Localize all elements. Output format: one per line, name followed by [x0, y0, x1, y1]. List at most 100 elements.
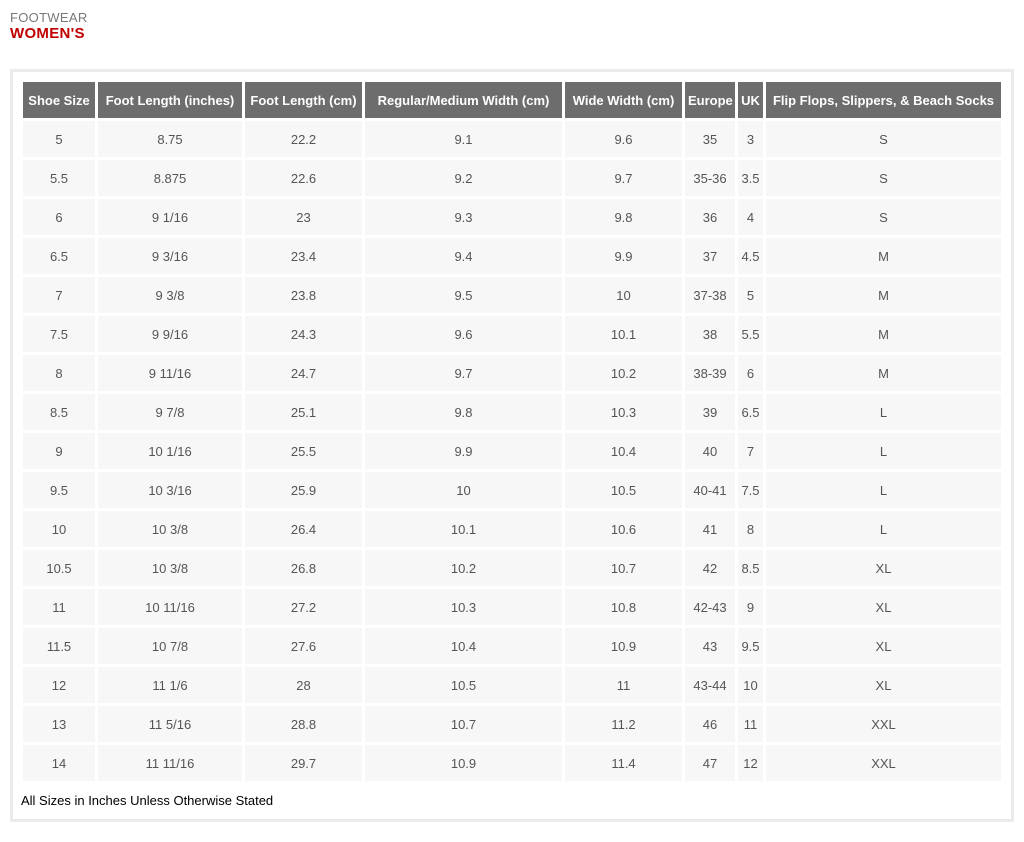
table-cell: 10.8	[565, 589, 682, 625]
table-cell: 10.5	[23, 550, 95, 586]
table-cell: 10	[23, 511, 95, 547]
table-row: 10 10 3/8 26.4 10.1 10.6 41 8 L	[23, 511, 1001, 547]
table-cell: XL	[766, 628, 1001, 664]
table-cell: 22.6	[245, 160, 362, 196]
table-cell: 23.4	[245, 238, 362, 274]
table-cell: 38-39	[685, 355, 735, 391]
column-header: Foot Length (cm)	[245, 82, 362, 118]
column-header: Regular/Medium Width (cm)	[365, 82, 562, 118]
table-cell: 6.5	[23, 238, 95, 274]
table-cell: 9.1	[365, 121, 562, 157]
table-cell: 35	[685, 121, 735, 157]
table-cell: XXL	[766, 706, 1001, 742]
table-cell: 23.8	[245, 277, 362, 313]
table-cell: 6.5	[738, 394, 763, 430]
table-row: 6.5 9 3/16 23.4 9.4 9.9 37 4.5 M	[23, 238, 1001, 274]
table-cell: 7	[23, 277, 95, 313]
table-cell: 9.6	[565, 121, 682, 157]
table-cell: 9 7/8	[98, 394, 242, 430]
table-cell: 10 7/8	[98, 628, 242, 664]
table-cell: 11 5/16	[98, 706, 242, 742]
table-cell: 9.7	[365, 355, 562, 391]
table-cell: 10.3	[565, 394, 682, 430]
table-cell: 11 11/16	[98, 745, 242, 781]
table-cell: 9 9/16	[98, 316, 242, 352]
table-cell: 9	[23, 433, 95, 469]
table-row: 14 11 11/16 29.7 10.9 11.4 47 12 XXL	[23, 745, 1001, 781]
table-cell: 25.9	[245, 472, 362, 508]
table-cell: 9.5	[738, 628, 763, 664]
table-cell: 36	[685, 199, 735, 235]
table-cell: 11.5	[23, 628, 95, 664]
column-header: Wide Width (cm)	[565, 82, 682, 118]
table-cell: M	[766, 355, 1001, 391]
table-cell: 43	[685, 628, 735, 664]
table-cell: 10.5	[565, 472, 682, 508]
table-cell: 8.875	[98, 160, 242, 196]
table-cell: 9.5	[23, 472, 95, 508]
table-cell: 10.6	[565, 511, 682, 547]
table-cell: 10.1	[365, 511, 562, 547]
table-cell: 6	[23, 199, 95, 235]
table-cell: 10 3/8	[98, 511, 242, 547]
table-cell: 9.4	[365, 238, 562, 274]
table-cell: 10.7	[565, 550, 682, 586]
table-cell: 9.7	[565, 160, 682, 196]
table-cell: 11	[565, 667, 682, 703]
table-cell: 11	[738, 706, 763, 742]
table-row: 7.5 9 9/16 24.3 9.6 10.1 38 5.5 M	[23, 316, 1001, 352]
table-cell: 24.7	[245, 355, 362, 391]
table-cell: 10.1	[565, 316, 682, 352]
table-cell: 11.2	[565, 706, 682, 742]
table-cell: 37	[685, 238, 735, 274]
table-cell: 8	[738, 511, 763, 547]
table-cell: 9.9	[565, 238, 682, 274]
table-cell: 27.6	[245, 628, 362, 664]
table-row: 13 11 5/16 28.8 10.7 11.2 46 11 XXL	[23, 706, 1001, 742]
table-row: 8.5 9 7/8 25.1 9.8 10.3 39 6.5 L	[23, 394, 1001, 430]
table-cell: S	[766, 160, 1001, 196]
table-cell: 29.7	[245, 745, 362, 781]
table-cell: 9.9	[365, 433, 562, 469]
table-cell: 40	[685, 433, 735, 469]
table-cell: L	[766, 433, 1001, 469]
category-label: FOOTWEAR	[10, 10, 88, 25]
table-cell: 8.5	[23, 394, 95, 430]
table-cell: 42-43	[685, 589, 735, 625]
column-header: Europe	[685, 82, 735, 118]
table-cell: 9	[738, 589, 763, 625]
table-cell: 10 11/16	[98, 589, 242, 625]
table-cell: 9.3	[365, 199, 562, 235]
table-cell: 10.2	[565, 355, 682, 391]
table-cell: 7.5	[738, 472, 763, 508]
table-cell: 37-38	[685, 277, 735, 313]
table-cell: XL	[766, 667, 1001, 703]
table-cell: 10 3/16	[98, 472, 242, 508]
table-cell: 39	[685, 394, 735, 430]
table-cell: 12	[738, 745, 763, 781]
table-cell: 9.5	[365, 277, 562, 313]
table-cell: 43-44	[685, 667, 735, 703]
table-cell: 9.6	[365, 316, 562, 352]
table-cell: 10.3	[365, 589, 562, 625]
table-cell: S	[766, 121, 1001, 157]
table-header-row: Shoe Size Foot Length (inches) Foot Length…	[23, 82, 1001, 118]
table-cell: 10 3/8	[98, 550, 242, 586]
table-cell: 4	[738, 199, 763, 235]
table-cell: 11	[23, 589, 95, 625]
table-row: 5 8.75 22.2 9.1 9.6 35 3 S	[23, 121, 1001, 157]
table-cell: 10	[365, 472, 562, 508]
table-row: Shoe Size Foot Length (inches) Foot Length…	[23, 82, 1001, 118]
table-cell: 8	[23, 355, 95, 391]
table-cell: 9 3/16	[98, 238, 242, 274]
table-cell: M	[766, 316, 1001, 352]
table-cell: 27.2	[245, 589, 362, 625]
table-cell: 10.9	[365, 745, 562, 781]
table-cell: L	[766, 472, 1001, 508]
table-cell: 9.8	[565, 199, 682, 235]
table-cell: 5	[738, 277, 763, 313]
table-cell: 12	[23, 667, 95, 703]
